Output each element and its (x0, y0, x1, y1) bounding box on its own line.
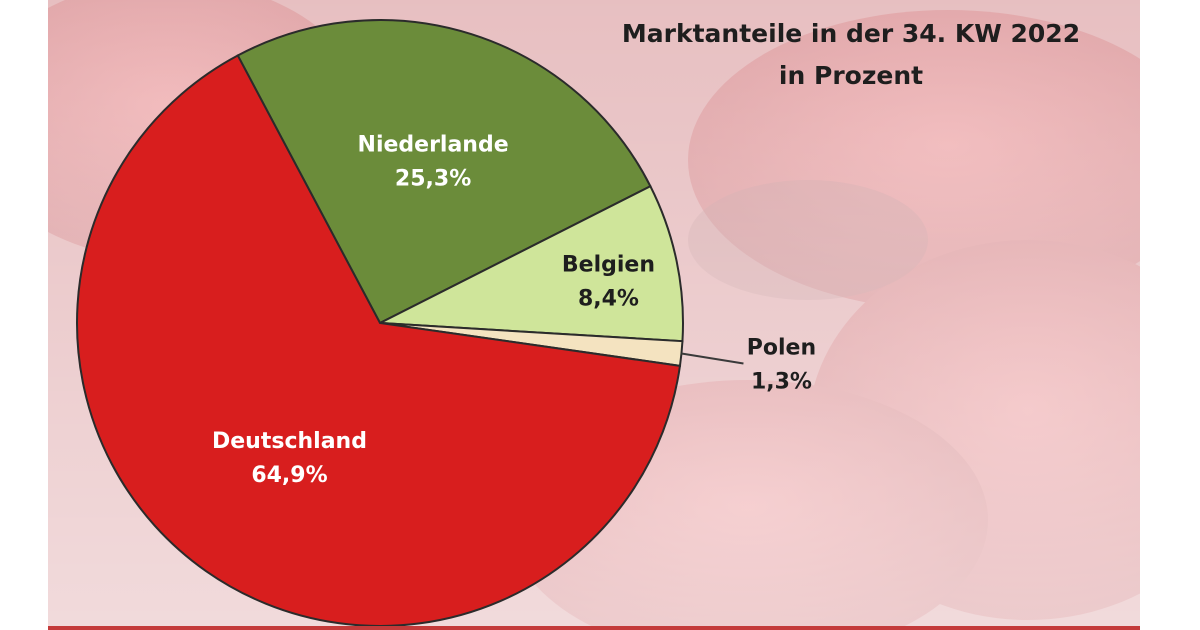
slice-value-belgien: 8,4% (578, 287, 639, 312)
pie-chart: Marktanteile in der 34. KW 2022 in Proze… (76, 19, 1080, 626)
slice-value-polen: 1,3% (751, 370, 812, 395)
chart-title: Marktanteile in der 34. KW 2022 (622, 19, 1080, 48)
slice-label-deutschland: Deutschland (212, 429, 367, 454)
polen-leader-line (681, 352, 744, 365)
slice-value-niederlande: 25,3% (395, 166, 471, 191)
pie-slices (76, 19, 684, 626)
slice-value-deutschland: 64,9% (251, 463, 327, 488)
chart-subtitle: in Prozent (779, 61, 923, 90)
pie-slice-niederlande (236, 19, 652, 325)
pie-labels: Niederlande 25,3% Belgien 8,4% Polen 1,3% Deut… (212, 132, 816, 487)
bottom-accent-line (48, 626, 1140, 630)
slice-label-polen: Polen (747, 336, 816, 361)
pie-slice-belgien (376, 184, 684, 343)
slice-label-niederlande: Niederlande (358, 132, 509, 157)
chart-panel: Marktanteile in der 34. KW 2022 in Proze… (48, 0, 1140, 626)
slice-label-belgien: Belgien (562, 253, 655, 278)
pie-slice-deutschland (76, 54, 682, 626)
